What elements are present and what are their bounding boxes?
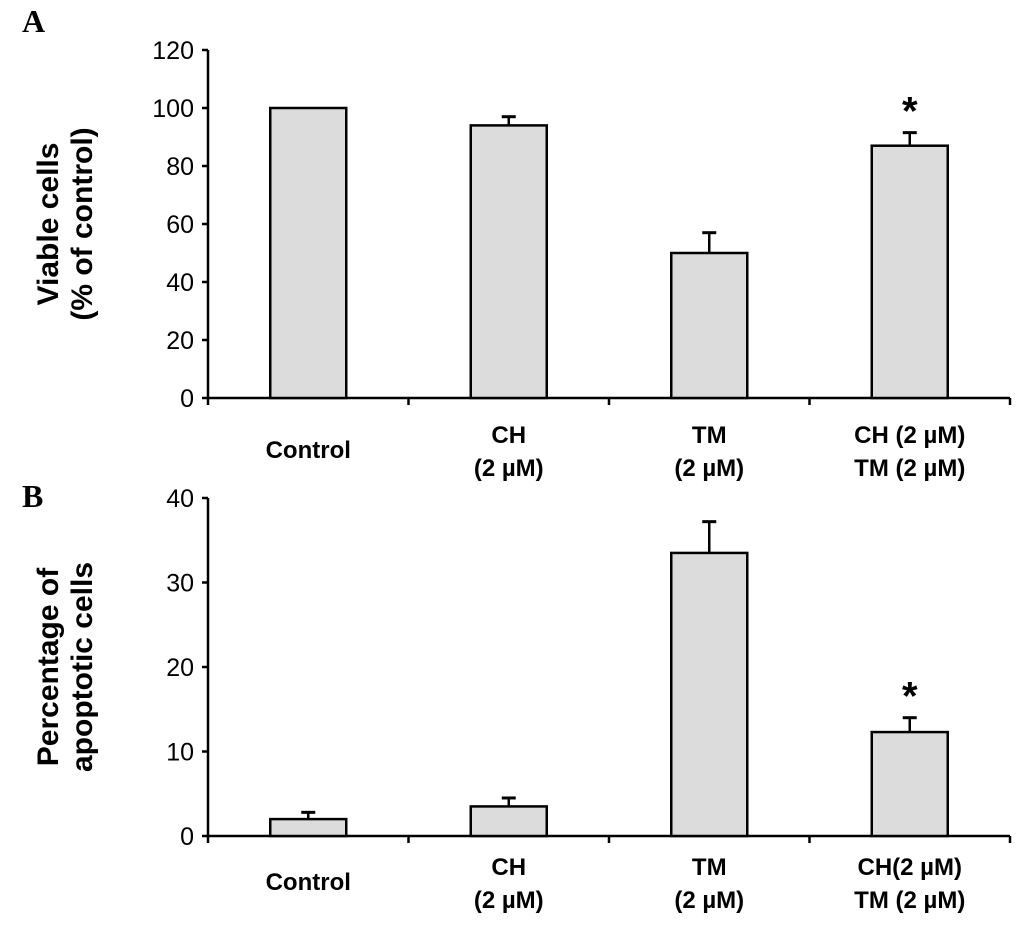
- category-label-line: CH: [491, 854, 526, 881]
- y-axis-label: Viable cells(% of control): [32, 127, 99, 320]
- bar: [469, 124, 548, 400]
- category-label-line: (2 µM): [674, 887, 744, 914]
- y-tick-label: 20: [166, 327, 194, 355]
- bar: [870, 144, 949, 400]
- panel-label: A: [22, 3, 45, 39]
- category-label-line: TM: [692, 854, 727, 881]
- category-label-line: (2 µM): [474, 887, 544, 914]
- significance-marker: *: [902, 90, 918, 134]
- category-label-line: Control: [266, 437, 351, 464]
- y-tick-label: 0: [180, 823, 194, 851]
- category-label: Control: [266, 437, 351, 464]
- significance-marker: *: [902, 675, 918, 719]
- bar: [870, 730, 949, 838]
- y-tick-label: 60: [166, 211, 194, 239]
- category-label-line: TM (2 µM): [854, 887, 965, 914]
- category-label: TM (2 µM): [674, 422, 744, 482]
- category-label-line: TM: [692, 422, 727, 449]
- category-label: CH (2 µM): [474, 422, 544, 482]
- category-label-line: CH(2 µM): [858, 854, 962, 881]
- category-label-line: CH (2 µM): [854, 422, 965, 449]
- category-label-line: Control: [266, 869, 351, 896]
- y-axis-label-line: (% of control): [66, 127, 99, 320]
- category-label: CH (2 µM): [474, 854, 544, 914]
- y-tick-label: 40: [166, 269, 194, 297]
- y-tick-label: 120: [152, 37, 194, 65]
- bar: [670, 251, 749, 400]
- y-tick-label: 20: [166, 654, 194, 682]
- bar: [269, 106, 348, 400]
- bar: [670, 551, 749, 838]
- y-axis-label: Percentage ofapoptotic cells: [32, 562, 99, 772]
- y-axis-label-line: Viable cells: [32, 143, 65, 306]
- y-axis-label-line: Percentage of: [32, 567, 65, 766]
- category-label-line: (2 µM): [674, 455, 744, 482]
- bar: [469, 805, 548, 838]
- y-tick-label: 80: [166, 153, 194, 181]
- category-label-line: (2 µM): [474, 455, 544, 482]
- y-axis-label-line: apoptotic cells: [66, 562, 99, 772]
- y-tick-label: 10: [166, 739, 194, 767]
- category-label: TM (2 µM): [674, 854, 744, 914]
- category-label: CH(2 µM) TM (2 µM): [854, 854, 965, 914]
- category-label-line: TM (2 µM): [854, 455, 965, 482]
- panel-A: A Viable cells(% of control) 0 20 40 60 80 100 1…: [22, 3, 1012, 482]
- panel-label: B: [22, 478, 43, 514]
- category-label: Control: [266, 869, 351, 896]
- y-tick-label: 100: [152, 95, 194, 123]
- bar: [269, 817, 348, 838]
- y-tick-label: 30: [166, 570, 194, 598]
- y-tick-label: 40: [166, 485, 194, 513]
- panel-B: B Percentage ofapoptotic cells 0 10 20 30 40 Co…: [22, 478, 1012, 914]
- category-label: CH (2 µM) TM (2 µM): [854, 422, 965, 482]
- y-tick-label: 0: [180, 385, 194, 413]
- category-label-line: CH: [491, 422, 526, 449]
